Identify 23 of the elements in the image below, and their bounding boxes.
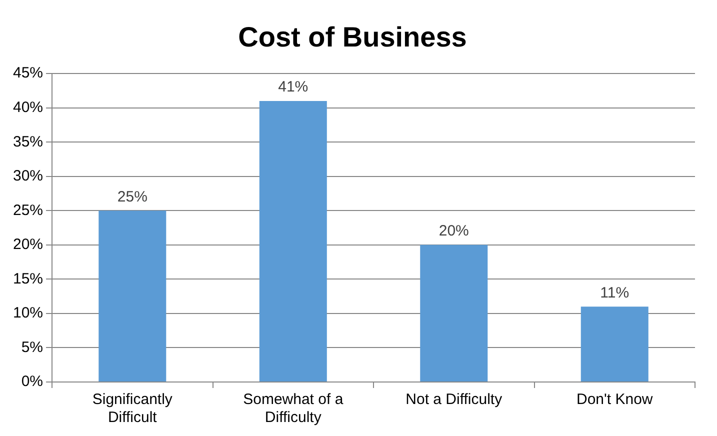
y-tick-label: 25% xyxy=(12,202,44,219)
bar xyxy=(259,101,327,382)
data-label: 20% xyxy=(438,222,469,240)
x-tick-label: Don't Know xyxy=(576,391,653,408)
y-tick-label: 20% xyxy=(12,236,44,254)
bar xyxy=(420,244,488,382)
data-label: 11% xyxy=(600,284,630,302)
chart-title: Cost of Business xyxy=(238,22,467,53)
x-tick-label: Significantly Difficult xyxy=(92,391,173,426)
y-tick-label: 35% xyxy=(12,133,44,150)
y-tick-label: 30% xyxy=(12,168,44,185)
data-label: 25% xyxy=(117,188,148,206)
y-tick-label: 15% xyxy=(12,270,44,288)
bar xyxy=(580,306,648,382)
y-tick-label: 45% xyxy=(12,64,44,82)
y-tick-label: 40% xyxy=(12,99,44,116)
y-tick-label: 5% xyxy=(21,338,44,356)
data-label: 41% xyxy=(278,78,308,96)
x-tick-label: Somewhat of a Difficulty xyxy=(243,391,344,426)
bar xyxy=(98,210,166,382)
x-tick-label: Not a Difficulty xyxy=(406,391,503,408)
y-tick-label: 10% xyxy=(12,304,44,322)
y-tick-label: 0% xyxy=(21,373,44,390)
